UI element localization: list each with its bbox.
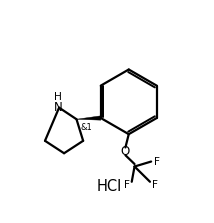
Text: F: F [123, 180, 129, 190]
Text: HCl: HCl [97, 179, 122, 194]
Text: H: H [54, 92, 62, 102]
Polygon shape [76, 116, 101, 120]
Text: O: O [121, 145, 130, 158]
Text: F: F [154, 157, 160, 167]
Text: N: N [54, 101, 63, 114]
Text: &1: &1 [81, 123, 92, 132]
Text: F: F [152, 180, 158, 190]
